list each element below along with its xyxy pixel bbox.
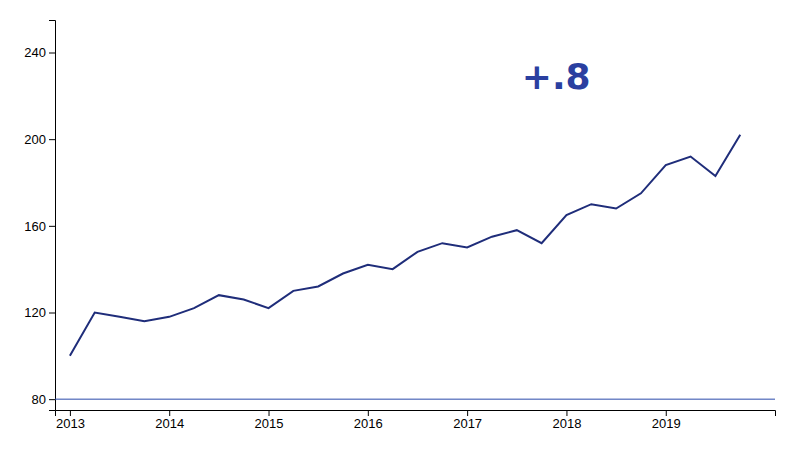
plot: 2013 2014 2015 2016 2017 2018 2019 80 120 160 200 2…: [24, 21, 775, 432]
x-tick-mark: [566, 410, 567, 416]
x-tick-label: 2017: [453, 416, 482, 431]
x-tick-label: 2019: [652, 416, 681, 431]
y-tick: 80: [32, 392, 55, 407]
x-tick-label: 2015: [255, 416, 284, 431]
y-axis: 80 120 160 200 240: [24, 21, 55, 411]
y-tick: 200: [24, 132, 55, 147]
x-tick: 2014: [155, 410, 184, 431]
annotation: +.8: [522, 56, 591, 97]
x-tick-label: 2013: [56, 416, 85, 431]
chart: 2013 2014 2015 2016 2017 2018 2019 80 120 160 200 2…: [0, 0, 800, 450]
x-tick-mark: [368, 410, 369, 416]
y-tick-mark: [49, 139, 55, 140]
y-tick-label: 200: [24, 132, 46, 147]
y-tick-label: 120: [24, 305, 46, 320]
x-tick-mark: [269, 410, 270, 416]
x-axis-line: [56, 411, 776, 417]
y-tick-label: 240: [24, 45, 46, 60]
y-tick-mark: [49, 399, 55, 400]
x-tick: 2018: [552, 410, 581, 431]
x-tick-mark: [70, 410, 71, 416]
x-tick: 2017: [453, 410, 482, 431]
y-tick-mark: [49, 313, 55, 314]
x-tick-label: 2018: [552, 416, 581, 431]
x-tick-mark: [467, 410, 468, 416]
x-tick: 2013: [56, 410, 85, 431]
y-tick-label: 80: [32, 392, 46, 407]
line: [70, 135, 740, 356]
x-tick-mark: [666, 410, 667, 416]
y-tick-mark: [49, 226, 55, 227]
reference-line: [55, 399, 775, 400]
x-tick: 2016: [354, 410, 383, 431]
x-tick: 2019: [652, 410, 681, 431]
x-axis: 2013 2014 2015 2016 2017 2018 2019: [56, 410, 776, 431]
x-tick: 2015: [255, 410, 284, 431]
y-tick: 160: [24, 218, 55, 233]
x-tick-mark: [169, 410, 170, 416]
y-tick: 120: [24, 305, 55, 320]
y-axis-line: [49, 21, 56, 411]
y-tick-mark: [49, 53, 55, 54]
x-tick-label: 2014: [155, 416, 184, 431]
y-tick-label: 160: [24, 218, 46, 233]
y-tick: 240: [24, 45, 55, 60]
x-tick-label: 2016: [354, 416, 383, 431]
marks: [55, 135, 775, 399]
